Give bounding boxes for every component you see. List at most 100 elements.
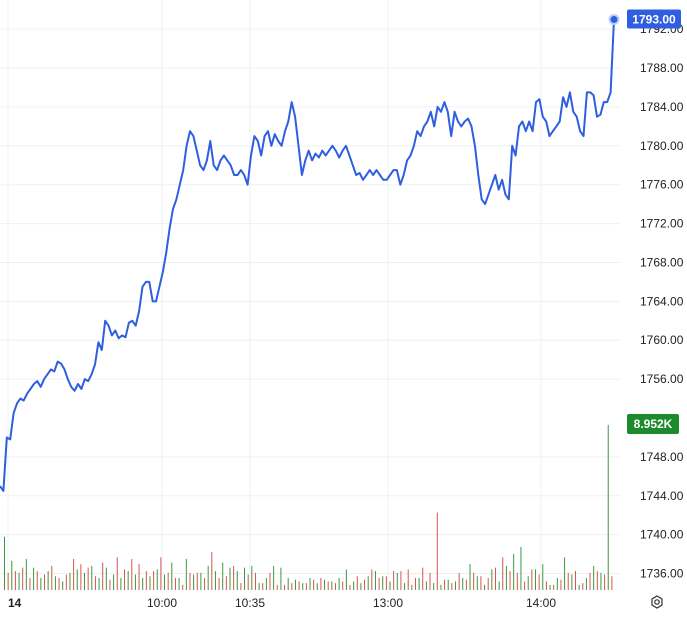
- volume-bar-up: [353, 581, 355, 590]
- volume-bar-down: [145, 571, 147, 590]
- volume-bar-down: [7, 572, 9, 590]
- volume-bar-down: [422, 567, 424, 590]
- volume-bar-up: [11, 560, 13, 590]
- volume-bar-down: [58, 577, 60, 590]
- volume-bar-up: [287, 577, 289, 590]
- volume-bar-up: [18, 572, 20, 590]
- y-tick-label: 1780.00: [640, 139, 684, 153]
- volume-bar-up: [607, 424, 609, 590]
- volume-bar-up: [404, 583, 406, 590]
- volume-bar-up: [142, 577, 144, 590]
- volume-tag: [627, 414, 679, 434]
- volume-bar-up: [338, 577, 340, 590]
- volume-bar-down: [305, 583, 307, 590]
- volume-bar-up: [389, 581, 391, 590]
- price-line: [0, 19, 615, 492]
- volume-bar-down: [604, 574, 606, 590]
- volume-bar-up: [164, 574, 166, 590]
- volume-bar-down: [458, 572, 460, 590]
- volume-bar-up: [505, 565, 507, 590]
- volume-bar-down: [385, 576, 387, 590]
- volume-bar-down: [414, 577, 416, 590]
- volume-bar-down: [254, 572, 256, 590]
- volume-bar-up: [513, 553, 515, 590]
- volume-bar-down: [356, 576, 358, 590]
- volume-bar-down: [509, 571, 511, 590]
- volume-bar-up: [294, 579, 296, 590]
- volume-bar-down: [407, 569, 409, 590]
- volume-bar-down: [313, 579, 315, 590]
- volume-bar-down: [494, 567, 496, 590]
- volume-bar-up: [149, 576, 151, 590]
- volume-bar-up: [316, 583, 318, 590]
- volume-bar-up: [222, 562, 224, 590]
- volume-bar-down: [327, 581, 329, 590]
- volume-bar-up: [76, 569, 78, 590]
- volume-bar-down: [400, 571, 402, 590]
- volume-bar-up: [498, 581, 500, 590]
- volume-bar-up: [84, 572, 86, 590]
- y-tick-label: 1764.00: [640, 294, 684, 308]
- volume-bar-up: [54, 576, 56, 590]
- volume-bar-up: [593, 565, 595, 590]
- volume-bar-down: [553, 584, 555, 590]
- volume-bar-down: [14, 571, 16, 590]
- volume-bar-up: [425, 581, 427, 590]
- y-tick-label: 1760.00: [640, 333, 684, 347]
- volume-bar-up: [47, 571, 49, 590]
- volume-bar-down: [160, 557, 162, 590]
- volume-bar-down: [196, 572, 198, 590]
- volume-bar-up: [382, 576, 384, 590]
- y-tick-label: 1748.00: [640, 450, 684, 464]
- volume-bar-down: [73, 559, 75, 590]
- volume-bar-up: [454, 581, 456, 590]
- volume-bar-down: [247, 574, 249, 590]
- volume-bar-down: [269, 572, 271, 590]
- volume-bar-up: [40, 577, 42, 590]
- volume-bar-up: [360, 583, 362, 590]
- volume-bar-down: [51, 565, 53, 590]
- volume-bar-up: [549, 584, 551, 590]
- volume-bar-down: [538, 574, 540, 590]
- volume-bar-down: [29, 577, 31, 590]
- volume-bar-up: [600, 572, 602, 590]
- settings-gear-icon[interactable]: [646, 591, 668, 613]
- volume-bar-down: [393, 571, 395, 590]
- volume-bar-down: [276, 584, 278, 590]
- volume-bar-down: [371, 569, 373, 590]
- x-tick-label: 14:00: [526, 596, 556, 610]
- volume-bar-down: [44, 574, 46, 590]
- y-tick-label: 1756.00: [640, 372, 684, 386]
- volume-bar-down: [574, 571, 576, 590]
- volume-bar-up: [476, 576, 478, 590]
- volume-bar-up: [171, 562, 173, 590]
- volume-bar-down: [102, 562, 104, 590]
- volume-bar-up: [469, 564, 471, 590]
- volume-bar-up: [345, 569, 347, 590]
- volume-bar-up: [433, 583, 435, 590]
- volume-bar-up: [491, 569, 493, 590]
- volume-bar-up: [91, 565, 93, 590]
- volume-bar-down: [560, 579, 562, 590]
- volume-bar-down: [167, 572, 169, 590]
- volume-bar-down: [487, 577, 489, 590]
- volume-bar-up: [4, 536, 5, 590]
- volume-bar-down: [524, 581, 526, 590]
- volume-bar-up: [69, 572, 71, 590]
- x-tick-label: 13:00: [373, 596, 403, 610]
- volume-bar-down: [204, 577, 206, 590]
- volume-bar-down: [465, 579, 467, 590]
- last-price-dot: [608, 13, 620, 25]
- volume-bar-up: [178, 577, 180, 590]
- volume-bars: [4, 424, 613, 590]
- volume-bar-down: [87, 567, 89, 590]
- volume-bar-down: [298, 581, 300, 590]
- volume-bar-up: [324, 579, 326, 590]
- volume-bar-down: [124, 569, 126, 590]
- volume-bar-up: [156, 569, 158, 590]
- volume-bar-up: [367, 576, 369, 590]
- x-axis: 14 10:00 10:35 13:00 14:00: [8, 596, 556, 610]
- volume-bar-up: [418, 577, 420, 590]
- y-tick-label: 1736.00: [640, 567, 684, 581]
